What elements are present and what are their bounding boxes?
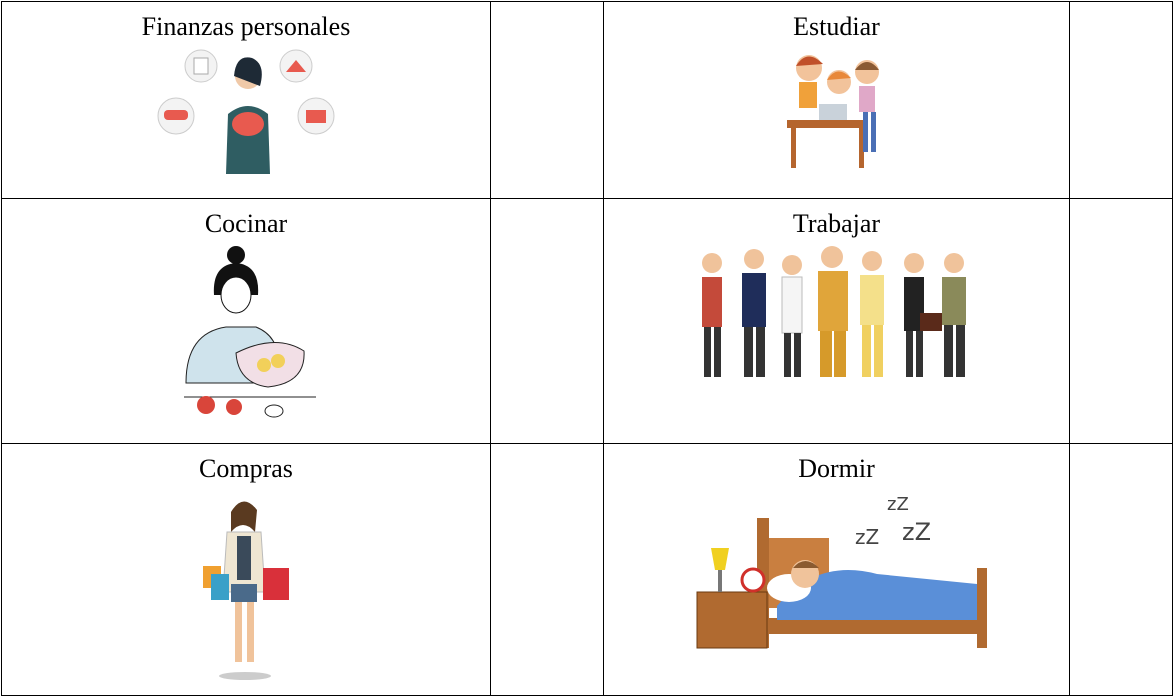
cooking-illustration	[184, 246, 316, 418]
table-cell	[1069, 198, 1173, 444]
shopping-illustration	[203, 501, 289, 680]
workers-illustration	[701, 246, 966, 377]
study-illustration	[786, 55, 879, 168]
table-row: Finanzas personales Estudiar	[1, 1, 1173, 199]
table-cell	[490, 198, 604, 444]
table-row: Cocinar Trabajar	[1, 198, 1173, 444]
cell-label: Cocinar	[204, 209, 288, 238]
table-cell: Compras	[1, 443, 491, 696]
svg-text:zZ: zZ	[855, 525, 879, 549]
table-row: Compras Dormir zZ zZ zZ	[1, 443, 1173, 696]
table-cell: Finanzas personales	[1, 1, 491, 199]
finance-illustration	[157, 49, 335, 174]
cell-label: Trabajar	[792, 209, 881, 238]
cell-label: Estudiar	[793, 12, 880, 41]
sleeping-illustration: zZ zZ zZ	[696, 494, 987, 649]
svg-text:zZ: zZ	[902, 518, 931, 546]
table-cell: Dormir zZ zZ zZ	[603, 443, 1070, 696]
cell-label: Dormir	[798, 454, 875, 483]
cell-label: Compras	[199, 454, 293, 483]
cell-label: Finanzas personales	[141, 12, 351, 41]
svg-text:zZ: zZ	[887, 494, 909, 515]
table-cell: Trabajar	[603, 198, 1070, 444]
table-cell: Cocinar	[1, 198, 491, 444]
table-cell	[490, 1, 604, 199]
table-cell	[490, 443, 604, 696]
table-cell: Estudiar	[603, 1, 1070, 199]
table-cell	[1069, 443, 1173, 696]
table-cell	[1069, 1, 1173, 199]
